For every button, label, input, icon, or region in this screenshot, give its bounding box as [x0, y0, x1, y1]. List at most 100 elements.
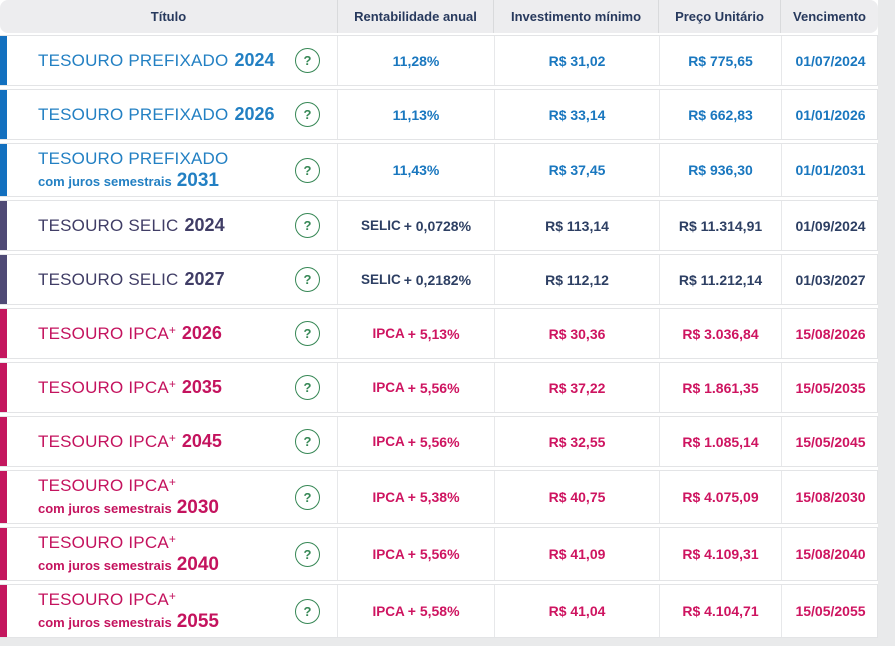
annual-rate-cell: IPCA + 5,56%: [337, 417, 494, 466]
min-investment-cell: R$ 37,45: [494, 144, 659, 196]
bond-row: TESOURO IPCA+ com juros semestrais 2055 ?…: [0, 584, 878, 638]
maturity-cell: 01/01/2026: [781, 90, 879, 139]
bond-year: 2055: [176, 610, 219, 632]
bond-row: TESOURO PREFIXADO com juros semestrais 20…: [0, 143, 878, 197]
help-button[interactable]: ?: [295, 48, 320, 73]
min-investment-cell: R$ 31,02: [494, 36, 659, 85]
bond-title-cell: TESOURO PREFIXADO 2026 ?: [7, 90, 337, 139]
min-investment-cell: R$ 40,75: [494, 471, 659, 523]
bond-title-cell: TESOURO SELIC 2024 ?: [7, 201, 337, 250]
bond-title: TESOURO PREFIXADO 2026: [38, 104, 275, 125]
table-header: Título Rentabilidade anual Investimento …: [0, 0, 878, 33]
help-button[interactable]: ?: [295, 598, 320, 624]
bond-title: TESOURO IPCA+ com juros semestrais 2040: [38, 531, 219, 575]
column-header-titulo: Título: [150, 9, 187, 24]
superscript-plus: +: [168, 377, 176, 392]
maturity-cell: 15/08/2040: [781, 528, 879, 580]
bond-title-cell: TESOURO IPCA+ com juros semestrais 2055 ?: [7, 585, 337, 637]
unit-price-cell: R$ 4.075,09: [659, 471, 781, 523]
bond-row: TESOURO IPCA+ com juros semestrais 2030 ?…: [0, 470, 878, 524]
bond-row: TESOURO SELIC 2027 ? SELIC + 0,2182% R$ 11…: [0, 254, 878, 305]
column-header-vencimento: Vencimento: [780, 0, 878, 33]
bond-title: TESOURO IPCA+ com juros semestrais 2030: [38, 474, 219, 518]
help-button[interactable]: ?: [295, 429, 320, 454]
bond-table: Título Rentabilidade anual Investimento …: [0, 0, 878, 638]
bond-title: TESOURO IPCA+ 2035: [38, 377, 222, 398]
unit-price-cell: R$ 11.212,14: [659, 255, 781, 304]
annual-rate-cell: IPCA + 5,56%: [337, 363, 494, 412]
bond-title-cell: TESOURO PREFIXADO com juros semestrais 20…: [7, 144, 337, 196]
help-button[interactable]: ?: [295, 541, 320, 567]
bond-row: TESOURO IPCA+ 2045 ? IPCA + 5,56% R$ 32,55…: [0, 416, 878, 467]
maturity-cell: 01/09/2024: [781, 201, 879, 250]
unit-price-cell: R$ 1.085,14: [659, 417, 781, 466]
bond-year: 2030: [176, 496, 219, 518]
help-button[interactable]: ?: [295, 321, 320, 346]
bond-color-bar: [0, 363, 7, 412]
unit-price-cell: R$ 11.314,91: [659, 201, 781, 250]
superscript-plus: +: [168, 323, 176, 338]
bond-color-bar: [0, 255, 7, 304]
bond-row: TESOURO PREFIXADO 2024 ? 11,28% R$ 31,02 …: [0, 35, 878, 86]
annual-rate-cell: 11,28%: [337, 36, 494, 85]
bond-row: TESOURO PREFIXADO 2026 ? 11,13% R$ 33,14 …: [0, 89, 878, 140]
min-investment-cell: R$ 112,12: [494, 255, 659, 304]
superscript-plus: +: [168, 474, 176, 489]
column-header-rentabilidade: Rentabilidade anual: [337, 0, 493, 33]
bond-color-bar: [0, 90, 7, 139]
annual-rate-cell: IPCA + 5,56%: [337, 528, 494, 580]
bond-year: 2035: [181, 377, 222, 398]
bond-color-bar: [0, 309, 7, 358]
help-button[interactable]: ?: [295, 375, 320, 400]
bond-color-bar: [0, 201, 7, 250]
annual-rate-cell: IPCA + 5,58%: [337, 585, 494, 637]
bond-year: 2026: [234, 104, 275, 125]
annual-rate-cell: IPCA + 5,38%: [337, 471, 494, 523]
bond-title: TESOURO IPCA+ com juros semestrais 2055: [38, 588, 219, 632]
bond-color-bar: [0, 585, 7, 637]
bond-color-bar: [0, 528, 7, 580]
bond-year: 2040: [176, 553, 219, 575]
help-button[interactable]: ?: [295, 213, 320, 238]
bond-title: TESOURO SELIC 2024: [38, 215, 225, 236]
bond-color-bar: [0, 36, 7, 85]
bond-year: 2045: [181, 431, 222, 452]
bond-color-bar: [0, 417, 7, 466]
bond-color-bar: [0, 471, 7, 523]
help-button[interactable]: ?: [295, 267, 320, 292]
bond-row: TESOURO IPCA+ com juros semestrais 2040 ?…: [0, 527, 878, 581]
bond-title-cell: TESOURO SELIC 2027 ?: [7, 255, 337, 304]
maturity-cell: 15/08/2026: [781, 309, 879, 358]
min-investment-cell: R$ 41,09: [494, 528, 659, 580]
superscript-plus: +: [168, 531, 176, 546]
bond-title-cell: TESOURO PREFIXADO 2024 ?: [7, 36, 337, 85]
bond-row: TESOURO IPCA+ 2026 ? IPCA + 5,13% R$ 30,36…: [0, 308, 878, 359]
superscript-plus: +: [168, 588, 176, 603]
maturity-cell: 15/05/2045: [781, 417, 879, 466]
bond-title: TESOURO PREFIXADO com juros semestrais 20…: [38, 148, 229, 191]
bond-title-cell: TESOURO IPCA+ com juros semestrais 2030 ?: [7, 471, 337, 523]
bond-year: 2026: [181, 323, 222, 344]
help-button[interactable]: ?: [295, 157, 320, 183]
min-investment-cell: R$ 33,14: [494, 90, 659, 139]
min-investment-cell: R$ 37,22: [494, 363, 659, 412]
bond-title: TESOURO PREFIXADO 2024: [38, 50, 275, 71]
annual-rate-cell: 11,43%: [337, 144, 494, 196]
min-investment-cell: R$ 113,14: [494, 201, 659, 250]
help-button[interactable]: ?: [295, 102, 320, 127]
help-button[interactable]: ?: [295, 484, 320, 510]
unit-price-cell: R$ 4.109,31: [659, 528, 781, 580]
superscript-plus: +: [168, 431, 176, 446]
unit-price-cell: R$ 3.036,84: [659, 309, 781, 358]
unit-price-cell: R$ 1.861,35: [659, 363, 781, 412]
bond-year: 2031: [176, 169, 219, 191]
bond-title-cell: TESOURO IPCA+ com juros semestrais 2040 ?: [7, 528, 337, 580]
bond-year: 2027: [184, 269, 225, 290]
maturity-cell: 15/05/2035: [781, 363, 879, 412]
bond-year: 2024: [184, 215, 225, 236]
maturity-cell: 01/03/2027: [781, 255, 879, 304]
unit-price-cell: R$ 775,65: [659, 36, 781, 85]
column-header-preco: Preço Unitário: [658, 0, 780, 33]
min-investment-cell: R$ 30,36: [494, 309, 659, 358]
bond-title-cell: TESOURO IPCA+ 2026 ?: [7, 309, 337, 358]
